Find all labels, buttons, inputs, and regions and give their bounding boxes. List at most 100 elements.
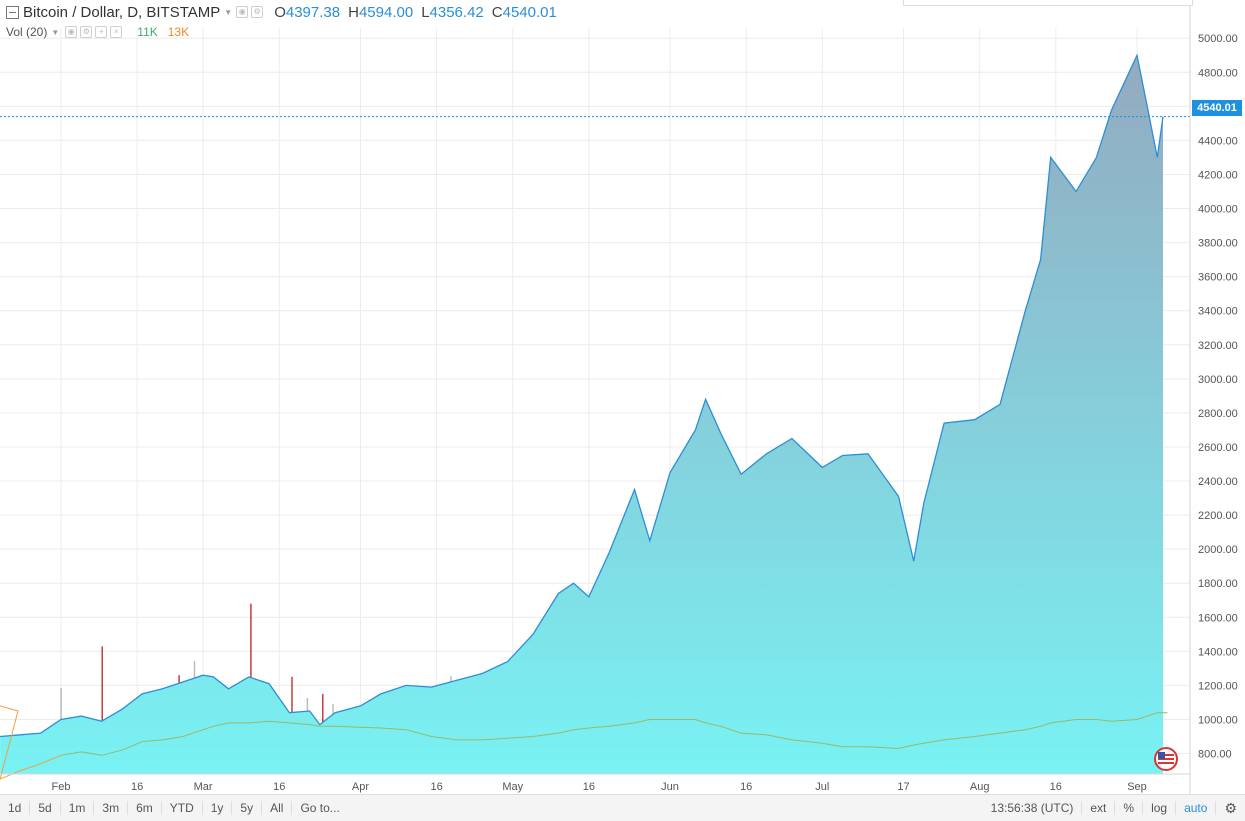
volume-ma-line	[60, 712, 1168, 756]
y-tick-label: 3200.00	[1198, 340, 1238, 352]
range-5y[interactable]: 5y	[240, 801, 254, 815]
toolbar-separator	[291, 801, 293, 815]
y-tick-label: 3600.00	[1198, 272, 1238, 284]
low-key: L	[421, 3, 430, 21]
eye-icon[interactable]: ◉	[236, 6, 249, 18]
time-axis: Feb 16 Mar 16 Apr 16 May 16 Jun 16 Jul 17 Aug 16 Sep	[52, 781, 1147, 793]
percent-toggle[interactable]: %	[1123, 801, 1135, 815]
toolbar-separator	[1215, 801, 1217, 815]
y-tick-label: 1400.00	[1198, 646, 1238, 658]
chart-canvas[interactable]: 800.00 1000.00 1200.00 1400.00 1600.00 1800.0…	[0, 0, 1245, 794]
range-all[interactable]: All	[270, 801, 284, 815]
toolbar-separator	[93, 801, 95, 815]
bottom-toolbar: 1d 5d 1m 3m 6m YTD 1y 5y All Go to... 13…	[0, 794, 1245, 821]
toolbar-separator	[1114, 801, 1116, 815]
toolbar-separator	[1081, 801, 1083, 815]
y-tick-label: 4200.00	[1198, 169, 1238, 181]
range-1y[interactable]: 1y	[210, 801, 224, 815]
y-tick-label: 800.00	[1198, 749, 1232, 761]
range-6m[interactable]: 6m	[136, 801, 153, 815]
range-1m[interactable]: 1m	[68, 801, 86, 815]
y-tick-label: 2000.00	[1198, 544, 1238, 556]
open-value: 4397.38	[285, 3, 341, 21]
toolbar-separator	[1175, 801, 1177, 815]
price-line	[0, 53, 1164, 738]
y-tick-label: 2400.00	[1198, 476, 1238, 488]
x-tick-label: Feb	[52, 781, 71, 793]
toolbar-separator	[231, 801, 233, 815]
toolbar-separator	[261, 801, 263, 815]
range-ytd[interactable]: YTD	[169, 801, 194, 815]
x-tick-label: May	[502, 781, 523, 793]
toolbar-separator	[1142, 801, 1144, 815]
volume-value: 11K	[137, 25, 158, 39]
y-tick-label: 2200.00	[1198, 510, 1238, 522]
volume-legend: Vol (20) ▼ ◉ ⚙ + × 11K 13K	[0, 24, 189, 40]
range-5d[interactable]: 5d	[38, 801, 52, 815]
toolbar-separator	[29, 801, 31, 815]
x-tick-label: Aug	[970, 781, 990, 793]
open-key: O	[274, 3, 286, 21]
y-tick-label: 1600.00	[1198, 612, 1238, 624]
close-key: C	[491, 3, 503, 21]
close-value: 4540.01	[502, 3, 557, 21]
toolbar-separator	[59, 801, 61, 815]
ext-toggle[interactable]: ext	[1090, 801, 1107, 815]
grid-lines	[0, 28, 1190, 774]
auto-toggle[interactable]: auto	[1184, 801, 1208, 815]
x-tick-label: 16	[131, 781, 143, 793]
last-price-label: 4540.01	[1192, 100, 1242, 116]
clock-display[interactable]: 13:56:38 (UTC)	[990, 801, 1074, 815]
x-tick-label: Jul	[815, 781, 829, 793]
symbol-legend: Bitcoin / Dollar, D, BITSTAMP ▼ ◉ ⚙ O 439…	[0, 0, 557, 24]
symbol-title[interactable]: Bitcoin / Dollar, D, BITSTAMP	[23, 3, 221, 21]
top-dropdown-panel	[903, 0, 1193, 6]
us-flag-icon[interactable]	[1151, 746, 1181, 772]
x-tick-label: Jun	[661, 781, 679, 793]
y-tick-label: 3800.00	[1198, 238, 1238, 250]
range-1d[interactable]: 1d	[8, 801, 22, 815]
y-tick-label: 3400.00	[1198, 306, 1238, 318]
y-tick-label: 4400.00	[1198, 135, 1238, 147]
close-icon[interactable]: ×	[110, 26, 123, 38]
y-tick-label: 1200.00	[1198, 680, 1238, 692]
volume-label[interactable]: Vol (20)	[6, 25, 48, 39]
gear-icon[interactable]: ⚙	[1224, 799, 1237, 816]
x-tick-label: Apr	[352, 781, 369, 793]
x-tick-label: 17	[897, 781, 909, 793]
x-tick-label: Mar	[194, 781, 213, 793]
x-tick-label: 16	[1050, 781, 1062, 793]
settings-icon[interactable]: ⚙	[251, 6, 264, 18]
y-tick-label: 5000.00	[1198, 33, 1238, 45]
y-tick-label: 4800.00	[1198, 67, 1238, 79]
x-tick-label: 16	[430, 781, 442, 793]
goto-button[interactable]: Go to...	[300, 801, 340, 815]
x-tick-label: 16	[273, 781, 285, 793]
range-3m[interactable]: 3m	[102, 801, 120, 815]
volume-ma-value: 13K	[167, 25, 190, 39]
y-tick-label: 2600.00	[1198, 442, 1238, 454]
volume-ma-line-early	[0, 705, 62, 780]
toolbar-separator	[201, 801, 203, 815]
y-tick-label: 2800.00	[1198, 408, 1238, 420]
y-tick-label: 1000.00	[1198, 714, 1238, 726]
x-tick-label: Sep	[1127, 781, 1147, 793]
toolbar-separator	[127, 801, 129, 815]
toolbar-separator	[160, 801, 162, 815]
low-value: 4356.42	[429, 3, 484, 21]
log-toggle[interactable]: log	[1151, 801, 1168, 815]
eye-icon[interactable]: ◉	[65, 26, 78, 38]
y-tick-label: 3000.00	[1198, 374, 1238, 386]
volume-chevron-icon[interactable]: ▼	[51, 27, 60, 37]
price-area	[0, 55, 1164, 775]
volume-bar	[101, 646, 103, 774]
y-tick-label: 4000.00	[1198, 204, 1238, 216]
x-tick-label: 16	[583, 781, 595, 793]
y-tick-label: 1800.00	[1198, 578, 1238, 590]
price-axis: 800.00 1000.00 1200.00 1400.00 1600.00 1800.0…	[1198, 33, 1238, 760]
collapse-icon[interactable]	[6, 5, 19, 19]
x-tick-label: 16	[740, 781, 752, 793]
add-icon[interactable]: +	[95, 26, 108, 38]
chevron-down-icon[interactable]: ▼	[224, 7, 233, 17]
settings-icon[interactable]: ⚙	[80, 26, 93, 38]
